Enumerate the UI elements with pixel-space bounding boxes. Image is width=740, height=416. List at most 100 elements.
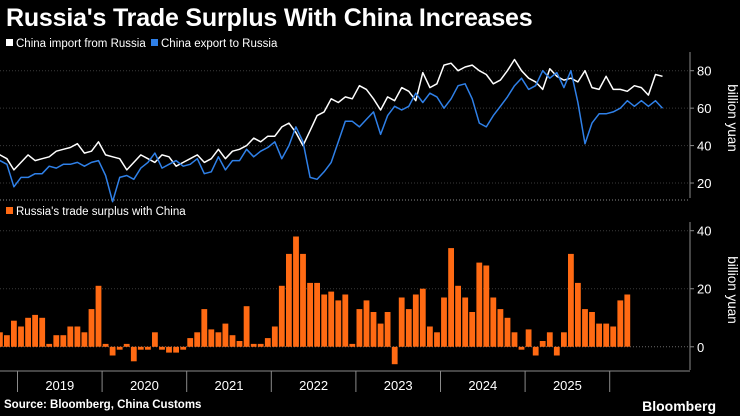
surplus-bar: [462, 297, 469, 347]
surplus-bar: [208, 329, 215, 347]
surplus-bar: [271, 326, 278, 347]
x-year-label: 2022: [299, 378, 328, 393]
surplus-bar: [293, 236, 299, 347]
surplus-bar: [60, 335, 67, 347]
surplus-bar: [257, 343, 264, 347]
surplus-bar: [370, 312, 377, 347]
surplus-bar: [568, 253, 574, 347]
surplus-bar: [335, 300, 342, 347]
top-y-axis-label: billion yuan: [725, 84, 740, 152]
surplus-bar: [589, 312, 595, 347]
legend-top: China import from Russia China export to…: [6, 38, 278, 50]
surplus-bar: [102, 343, 109, 347]
bottom-y-axis-label: billion yuan: [725, 256, 740, 324]
surplus-bar: [525, 329, 532, 347]
surplus-bar: [307, 282, 313, 347]
surplus-bar: [137, 346, 144, 350]
x-year-label: 2024: [468, 378, 497, 393]
top-y-tick-label: 60: [697, 101, 711, 116]
surplus-bar: [561, 332, 567, 347]
surplus-bar: [391, 346, 398, 365]
surplus-bar: [476, 262, 483, 347]
top-panel-gridlines: [0, 70, 690, 184]
trade-lines: [0, 58, 664, 203]
surplus-bar: [67, 326, 74, 347]
bottom-y-tick-label: 0: [697, 340, 704, 355]
top-y-tick-label: 40: [697, 139, 711, 154]
surplus-bar: [575, 282, 581, 347]
surplus-bar: [300, 253, 306, 347]
surplus-bar: [539, 341, 546, 347]
surplus-bar: [95, 285, 102, 347]
surplus-bar: [173, 346, 179, 353]
surplus-bar: [74, 326, 81, 347]
top-panel-y-ticks: 20 40 60 80: [690, 64, 711, 191]
surplus-bar: [180, 346, 187, 350]
source-note: Source: Bloomberg, China Customs: [4, 399, 202, 411]
surplus-bar: [419, 288, 426, 347]
legend-label-export: China export to Russia: [161, 38, 278, 50]
surplus-bar: [384, 312, 391, 347]
surplus-bar: [109, 346, 116, 356]
x-year-label: 2020: [130, 378, 159, 393]
bottom-y-tick-label: 40: [697, 224, 711, 239]
surplus-bar: [229, 335, 236, 347]
surplus-bars: [0, 236, 631, 365]
surplus-bar: [469, 312, 476, 347]
surplus-bar: [46, 343, 53, 347]
surplus-bar: [405, 309, 412, 347]
surplus-bar: [4, 335, 10, 347]
surplus-bar: [441, 297, 447, 347]
surplus-bar: [342, 294, 349, 347]
surplus-bar: [222, 323, 229, 347]
surplus-bar: [250, 343, 257, 347]
top-y-tick-label: 20: [697, 176, 711, 191]
surplus-bar: [448, 248, 454, 347]
surplus-bar: [278, 285, 285, 347]
surplus-bar: [145, 346, 151, 350]
surplus-bar: [603, 323, 610, 347]
legend-label-surplus: Russia's trade surplus with China: [16, 206, 186, 218]
surplus-bar: [130, 346, 137, 362]
surplus-bar: [39, 317, 46, 347]
bottom-panel-y-ticks: 0 20 40: [690, 224, 711, 355]
surplus-bar: [215, 332, 222, 347]
surplus-bar: [123, 343, 130, 347]
surplus-bar: [377, 323, 384, 347]
surplus-bar: [18, 326, 24, 347]
bottom-panel-gridlines: [0, 230, 690, 348]
surplus-bar: [81, 332, 88, 347]
surplus-bar: [152, 332, 158, 347]
surplus-bar: [25, 317, 31, 347]
legend-swatch-surplus: [6, 207, 13, 214]
x-year-label: 2025: [553, 378, 582, 393]
surplus-bar: [532, 346, 539, 356]
surplus-bar: [88, 309, 95, 347]
surplus-bar: [483, 265, 490, 347]
surplus-bar: [32, 314, 38, 347]
chart-title: Russia's Trade Surplus With China Increa…: [6, 4, 533, 32]
surplus-bar: [363, 300, 370, 347]
surplus-bar: [511, 332, 518, 347]
surplus-bar: [582, 309, 588, 347]
surplus-bar: [159, 346, 165, 350]
surplus-bar: [497, 309, 504, 347]
surplus-bar: [321, 294, 328, 347]
surplus-bar: [455, 285, 461, 347]
x-year-label: 2021: [215, 378, 244, 393]
surplus-bar: [504, 317, 511, 347]
surplus-bar: [201, 309, 208, 347]
export-series-line: [0, 69, 664, 203]
legend-swatch-export: [151, 39, 158, 46]
surplus-bar: [286, 253, 292, 347]
surplus-bar: [412, 294, 419, 347]
surplus-bar: [236, 341, 243, 347]
surplus-bar: [116, 346, 123, 350]
surplus-bar: [328, 291, 335, 347]
x-year-label: 2019: [45, 378, 74, 393]
x-year-label: 2023: [384, 378, 413, 393]
surplus-bar: [624, 294, 631, 347]
bottom-y-tick-label: 20: [697, 282, 711, 297]
legend-label-import: China import from Russia: [16, 38, 146, 50]
surplus-bar: [11, 320, 17, 347]
